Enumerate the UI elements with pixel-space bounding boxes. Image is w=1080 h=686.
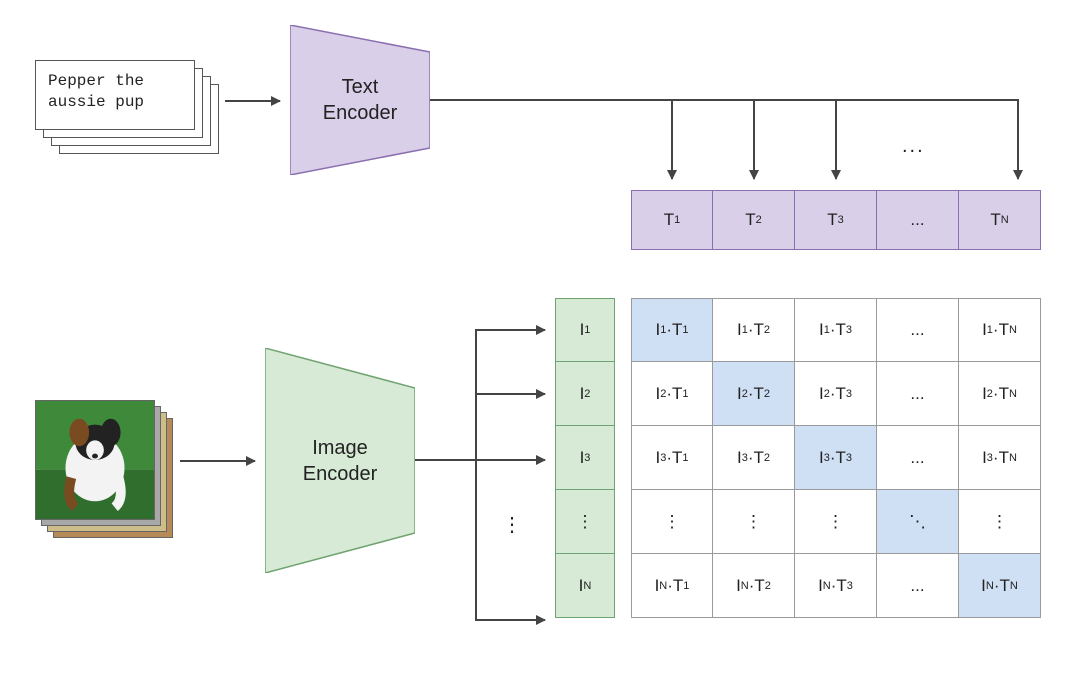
- matrix-cell: ...: [877, 426, 959, 490]
- t-cell-2: T2: [713, 190, 795, 250]
- matrix-cell: IN·T2: [713, 554, 795, 618]
- image-encoder-out-stub: [415, 459, 475, 461]
- matrix-cell: I1·T3: [795, 298, 877, 362]
- matrix-cell: I3·T2: [713, 426, 795, 490]
- text-input-label: Pepper the aussie pup: [48, 72, 144, 111]
- text-encoder: TextEncoder: [290, 25, 430, 175]
- matrix-cell: I1·T2: [713, 298, 795, 362]
- t-cell-3: T3: [795, 190, 877, 250]
- fanout-right-5: [475, 619, 545, 621]
- image-encoder: ImageEncoder: [265, 348, 415, 573]
- fanout-drop-5: [1017, 99, 1019, 179]
- matrix-cell: IN·T3: [795, 554, 877, 618]
- arrow-image-to-encoder: [180, 460, 255, 462]
- fanout-right-ellipsis: ⋮: [502, 512, 524, 537]
- text-vector-row: T1 T2 T3 ... TN: [631, 190, 1041, 250]
- matrix-row: I3·T1I3·T2I3·T3...I3·TN: [631, 426, 1041, 490]
- matrix-cell: I3·T3: [795, 426, 877, 490]
- t-cell-n: TN: [959, 190, 1041, 250]
- matrix-cell: ⋮: [631, 490, 713, 554]
- text-input-card: Pepper the aussie pup: [35, 60, 195, 130]
- matrix-cell: ⋮: [959, 490, 1041, 554]
- matrix-cell: I3·TN: [959, 426, 1041, 490]
- fanout-drop-1: [671, 99, 673, 179]
- matrix-cell: ...: [877, 554, 959, 618]
- matrix-cell: IN·T1: [631, 554, 713, 618]
- text-input-stack: Pepper the aussie pup: [35, 60, 225, 160]
- matrix-row: IN·T1IN·T2IN·T3...IN·TN: [631, 554, 1041, 618]
- matrix-cell: ...: [877, 298, 959, 362]
- fanout-drop-3: [835, 99, 837, 179]
- image-vector-col: I1 I2 I3 ⋮ IN: [555, 298, 615, 618]
- similarity-matrix: I1·T1I1·T2I1·T3...I1·TNI2·T1I2·T2I2·T3..…: [631, 298, 1041, 618]
- matrix-row: I2·T1I2·T2I2·T3...I2·TN: [631, 362, 1041, 426]
- i-cell-2: I2: [555, 362, 615, 426]
- fanout-right-3: [475, 459, 545, 461]
- text-encoder-fanout-horizontal: [430, 99, 1018, 101]
- t-cell-1: T1: [631, 190, 713, 250]
- matrix-cell: I2·T1: [631, 362, 713, 426]
- matrix-cell: IN·TN: [959, 554, 1041, 618]
- fanout-drop-2: [753, 99, 755, 179]
- matrix-cell: ⋮: [795, 490, 877, 554]
- matrix-cell: I1·TN: [959, 298, 1041, 362]
- text-encoder-label: TextEncoder: [323, 74, 398, 126]
- arrow-text-to-encoder: [225, 100, 280, 102]
- matrix-cell: I2·TN: [959, 362, 1041, 426]
- t-cell-dots: ...: [877, 190, 959, 250]
- matrix-row: ⋮⋮⋮⋱⋮: [631, 490, 1041, 554]
- matrix-cell: I1·T1: [631, 298, 713, 362]
- i-cell-3: I3: [555, 426, 615, 490]
- matrix-row: I1·T1I1·T2I1·T3...I1·TN: [631, 298, 1041, 362]
- image-encoder-label: ImageEncoder: [303, 435, 378, 487]
- matrix-cell: ...: [877, 362, 959, 426]
- i-cell-dots: ⋮: [555, 490, 615, 554]
- fanout-right-2: [475, 393, 545, 395]
- i-cell-n: IN: [555, 554, 615, 618]
- fanout-ellipsis: ...: [902, 135, 925, 158]
- image-input-stack: [35, 400, 185, 550]
- thumb-front: [35, 400, 155, 520]
- fanout-right-1: [475, 329, 545, 331]
- matrix-cell: I2·T3: [795, 362, 877, 426]
- matrix-cell: I2·T2: [713, 362, 795, 426]
- matrix-cell: ⋱: [877, 490, 959, 554]
- matrix-cell: I3·T1: [631, 426, 713, 490]
- image-encoder-fanout-vertical: [475, 330, 477, 620]
- matrix-cell: ⋮: [713, 490, 795, 554]
- i-cell-1: I1: [555, 298, 615, 362]
